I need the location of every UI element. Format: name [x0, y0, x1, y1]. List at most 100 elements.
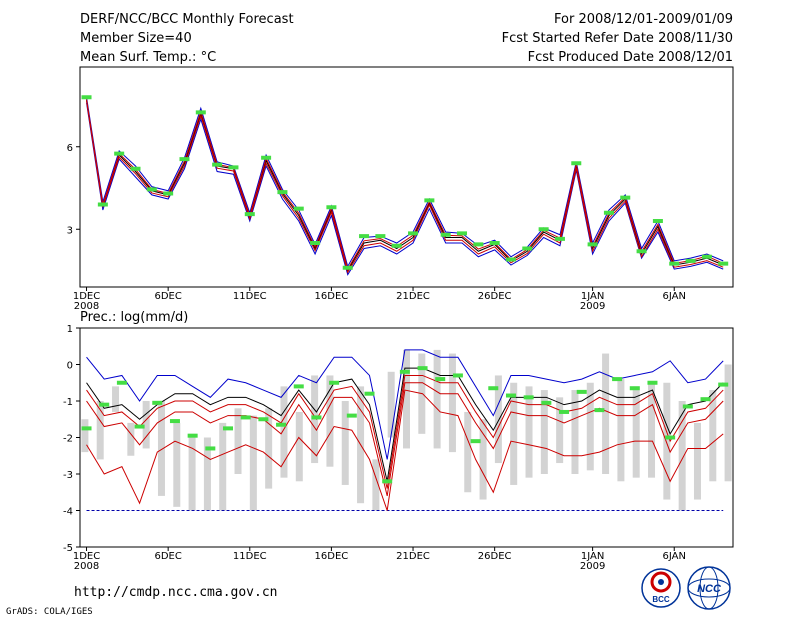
spread-bar: [219, 422, 227, 511]
series-line: [86, 389, 724, 511]
marker: [554, 236, 565, 241]
marker: [488, 386, 499, 391]
marker: [629, 386, 640, 391]
x-tick-year: 2008: [74, 561, 99, 572]
x-tick-label: 26DEC: [478, 291, 512, 302]
marker: [99, 402, 110, 407]
header-variable: Mean Surf. Temp.: °C: [80, 50, 216, 65]
marker: [81, 426, 92, 431]
x-tick-label: 6DEC: [154, 291, 181, 302]
x-tick-label: 16DEC: [315, 551, 349, 562]
bcc-logo-text: BCC: [652, 595, 670, 604]
marker: [240, 415, 251, 420]
header-period: For 2008/12/01-2009/01/09: [554, 12, 733, 27]
marker: [375, 234, 386, 239]
marker: [541, 400, 552, 405]
marker: [261, 155, 272, 160]
spread-bar: [540, 390, 548, 474]
marker: [470, 439, 481, 444]
marker: [489, 241, 500, 245]
marker: [457, 231, 468, 236]
spread-bar: [295, 411, 303, 482]
marker: [342, 265, 353, 270]
marker: [636, 249, 647, 254]
x-tick-label: 11DEC: [233, 291, 267, 302]
marker: [228, 165, 239, 170]
marker: [310, 241, 321, 245]
x-tick-year: 2009: [580, 301, 605, 312]
marker: [612, 377, 623, 382]
spread-bar: [617, 379, 625, 482]
y-tick-label: -1: [63, 397, 73, 408]
marker: [399, 369, 410, 374]
marker: [293, 384, 304, 389]
marker: [223, 426, 234, 431]
spread-bar: [556, 397, 564, 464]
marker: [205, 446, 216, 451]
x-tick-year: 2008: [74, 301, 99, 312]
marker: [130, 166, 141, 171]
marker: [452, 373, 463, 378]
header-member-size: Member Size=40: [80, 31, 192, 46]
spread-bar: [387, 371, 395, 438]
bcc-logo: BCC: [641, 568, 681, 608]
x-tick-label: 16DEC: [315, 291, 349, 302]
marker: [179, 157, 190, 162]
spread-bar: [372, 459, 380, 511]
spread-bar: [571, 390, 579, 474]
spread-bar: [448, 353, 456, 453]
x-tick-label: 26DEC: [478, 551, 512, 562]
marker: [505, 257, 516, 262]
marker: [169, 419, 180, 424]
marker: [346, 413, 357, 418]
y-tick-label: 6: [67, 143, 73, 154]
header-produced-date: Fcst Produced Date 2008/12/01: [528, 50, 733, 65]
spread-bar: [433, 349, 441, 449]
marker: [440, 232, 451, 237]
spread-bar: [602, 353, 610, 474]
spread-bar: [525, 386, 533, 478]
spread-bar: [586, 382, 594, 471]
temp-plot-frame: [79, 66, 734, 288]
spread-bar: [632, 386, 640, 478]
series-line: [86, 99, 724, 271]
marker: [647, 380, 658, 385]
x-tick-label: 6JAN: [662, 291, 685, 302]
marker: [685, 258, 696, 263]
marker: [382, 479, 393, 484]
spread-bar: [112, 386, 120, 412]
spread-bar: [403, 349, 410, 449]
spread-bar: [280, 386, 288, 478]
spread-bar: [341, 401, 349, 485]
spread-bar: [188, 433, 196, 511]
marker: [277, 190, 288, 195]
spread-bar: [203, 437, 211, 511]
spread-bar: [648, 382, 656, 478]
spread-bar: [479, 419, 487, 500]
footer-url[interactable]: http://cmdp.ncc.cma.gov.cn: [74, 585, 278, 600]
marker: [311, 415, 322, 420]
marker: [391, 243, 402, 248]
marker: [571, 161, 582, 166]
spread-bar: [96, 401, 104, 460]
x-tick-label: 1DEC: [73, 551, 100, 562]
x-tick-label: 1JAN: [581, 291, 604, 302]
x-tick-label: 21DEC: [396, 291, 430, 302]
marker: [473, 242, 484, 247]
marker: [244, 212, 255, 217]
series-line: [86, 382, 724, 497]
spread-bar: [663, 382, 671, 500]
marker: [522, 246, 533, 251]
spread-bar: [724, 364, 732, 482]
spread-bar: [464, 411, 472, 493]
spread-bar: [234, 408, 242, 474]
spread-bar: [81, 419, 89, 453]
ncc-logo: NCC: [687, 566, 731, 610]
marker: [134, 424, 145, 429]
spread-bar: [693, 422, 701, 500]
marker: [682, 404, 693, 409]
marker: [587, 242, 598, 247]
marker: [417, 366, 428, 371]
marker: [523, 395, 534, 400]
